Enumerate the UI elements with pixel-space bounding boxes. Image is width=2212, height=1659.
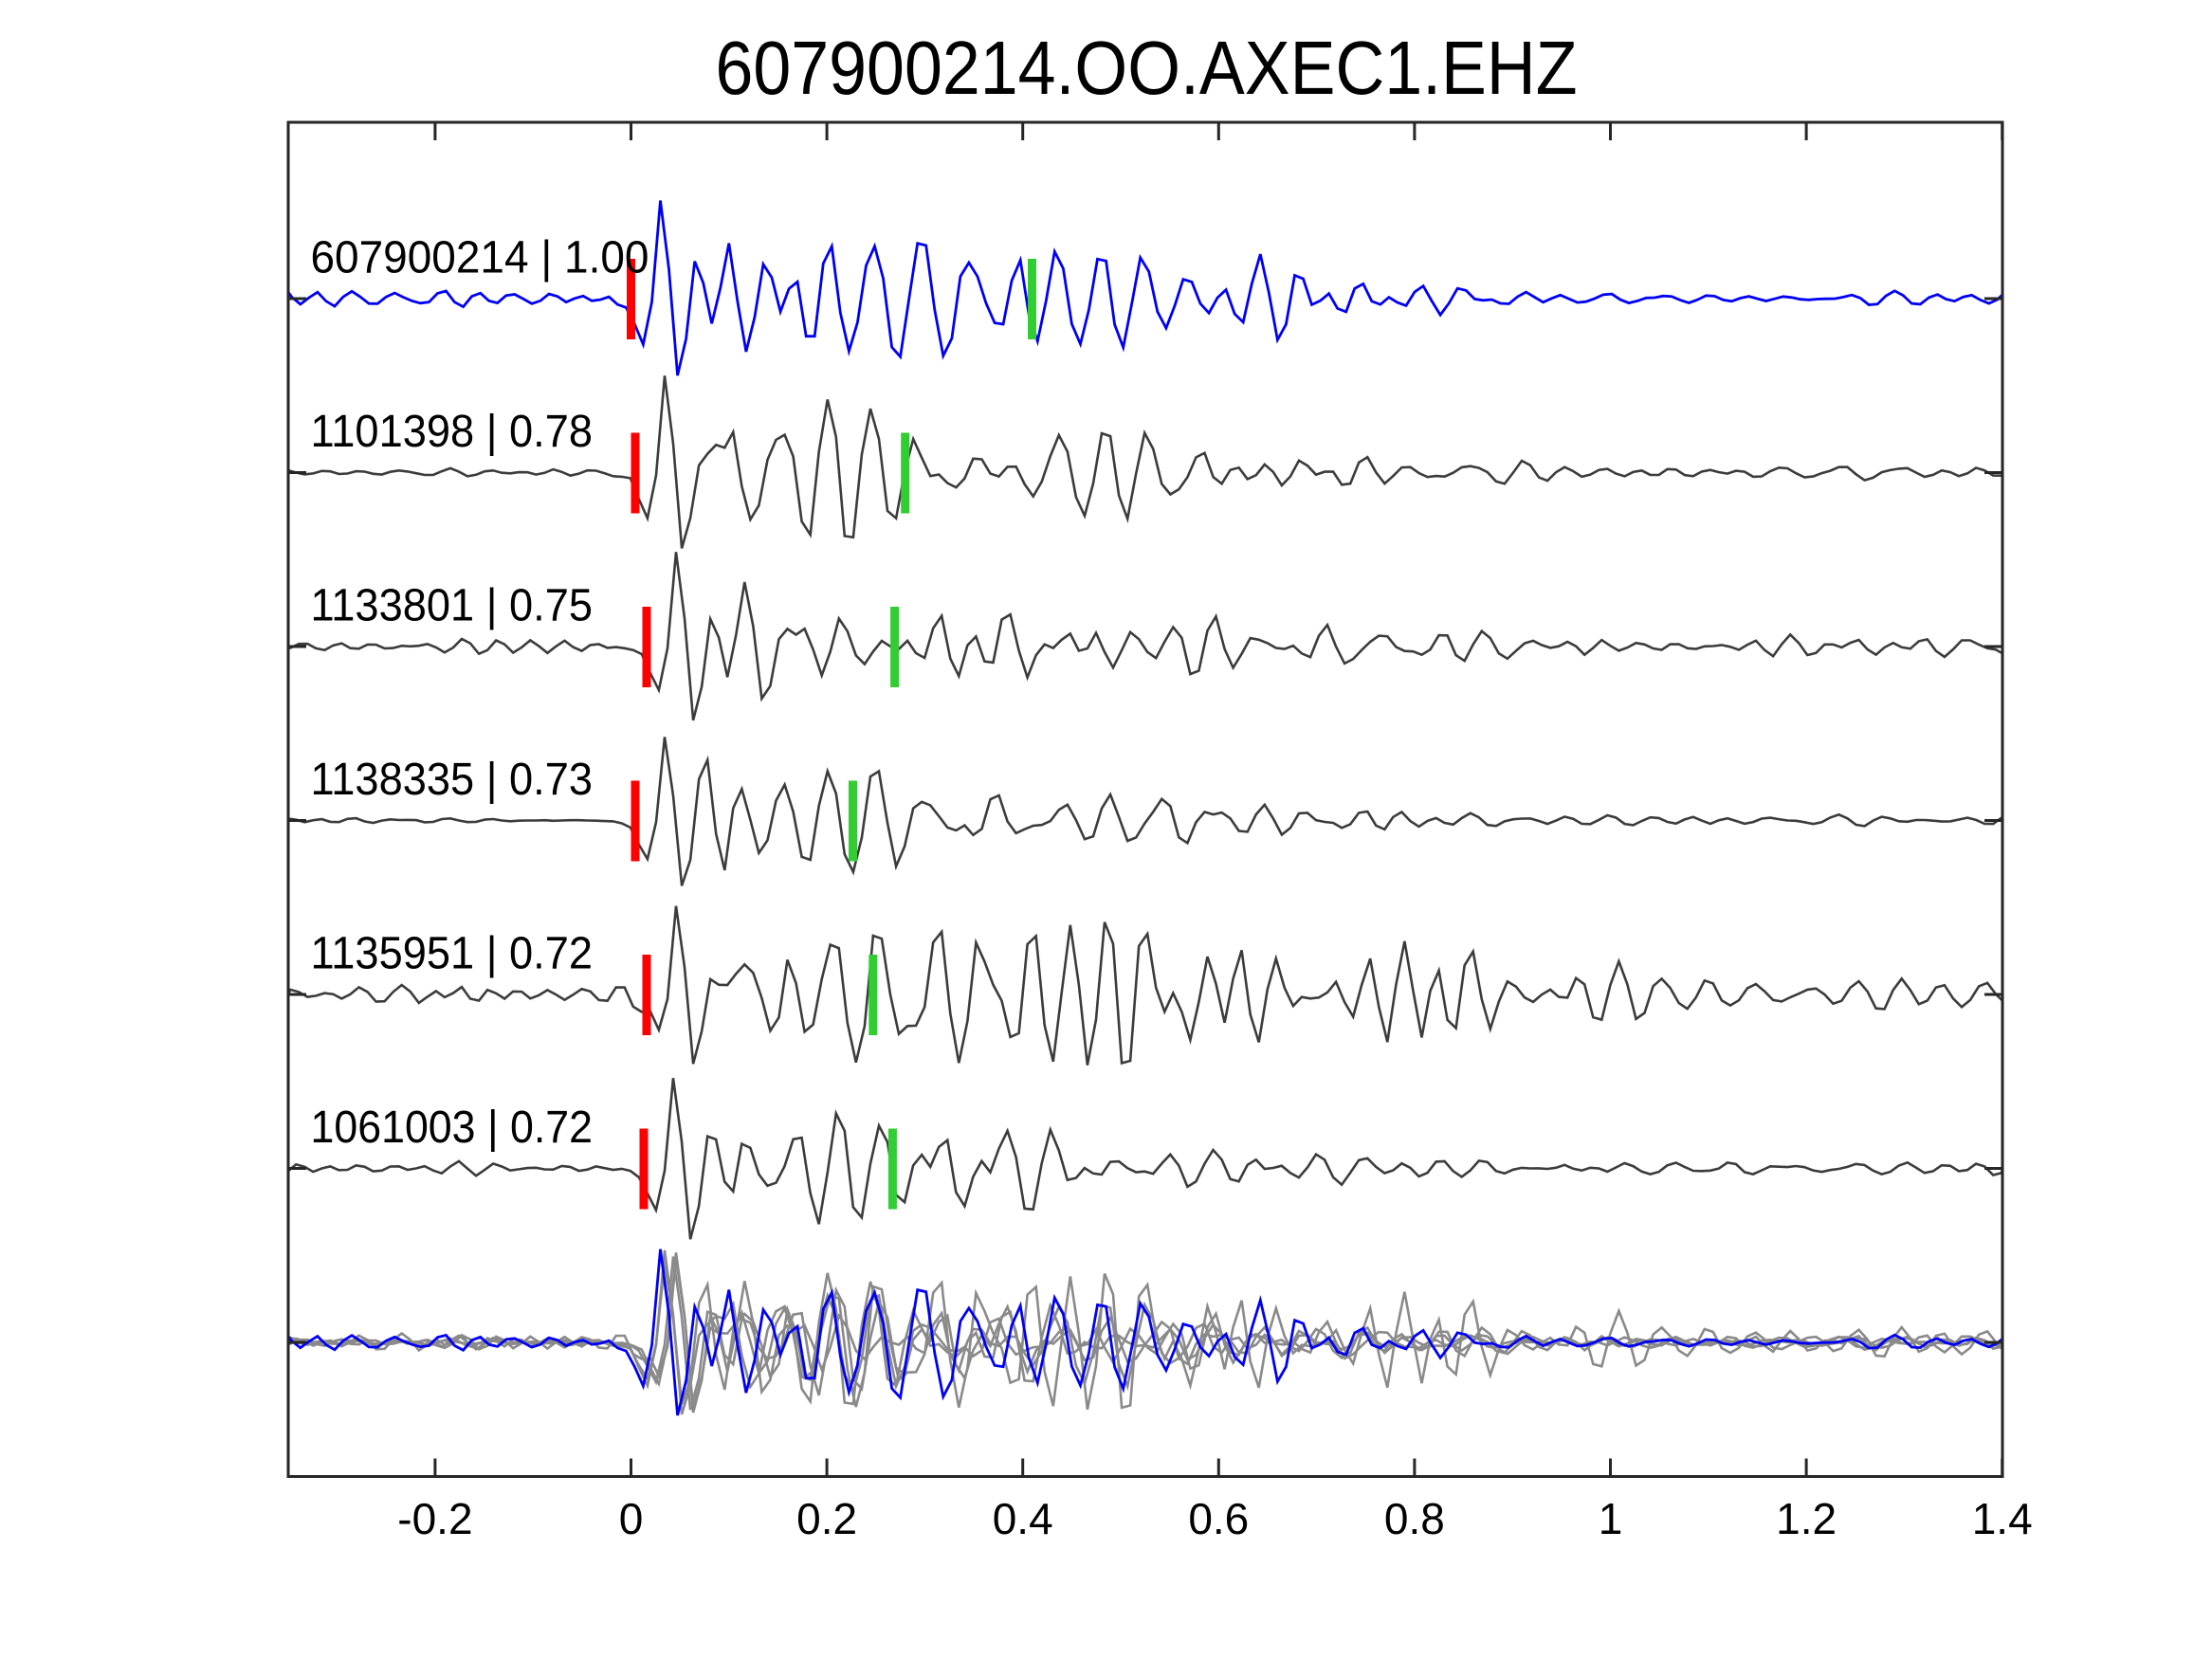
svg-text:607900214.OO.AXEC1.EHZ: 607900214.OO.AXEC1.EHZ bbox=[716, 26, 1578, 110]
svg-text:607900214 | 1.00: 607900214 | 1.00 bbox=[311, 233, 649, 283]
svg-text:1061003 | 0.72: 1061003 | 0.72 bbox=[311, 1103, 594, 1153]
svg-text:0.4: 0.4 bbox=[993, 1494, 1053, 1543]
svg-text:0: 0 bbox=[619, 1494, 644, 1543]
svg-text:1135951 | 0.72: 1135951 | 0.72 bbox=[311, 929, 594, 979]
svg-text:1133801 | 0.75: 1133801 | 0.75 bbox=[311, 581, 594, 631]
svg-text:0.8: 0.8 bbox=[1384, 1494, 1445, 1543]
svg-text:1: 1 bbox=[1599, 1494, 1623, 1543]
svg-text:1.4: 1.4 bbox=[1972, 1494, 2033, 1543]
svg-text:1101398 | 0.78: 1101398 | 0.78 bbox=[311, 407, 594, 457]
svg-text:1.2: 1.2 bbox=[1776, 1494, 1837, 1543]
svg-text:-0.2: -0.2 bbox=[397, 1494, 472, 1543]
svg-text:0.6: 0.6 bbox=[1188, 1494, 1249, 1543]
svg-text:1138335 | 0.73: 1138335 | 0.73 bbox=[311, 755, 594, 805]
svg-text:0.2: 0.2 bbox=[796, 1494, 857, 1543]
